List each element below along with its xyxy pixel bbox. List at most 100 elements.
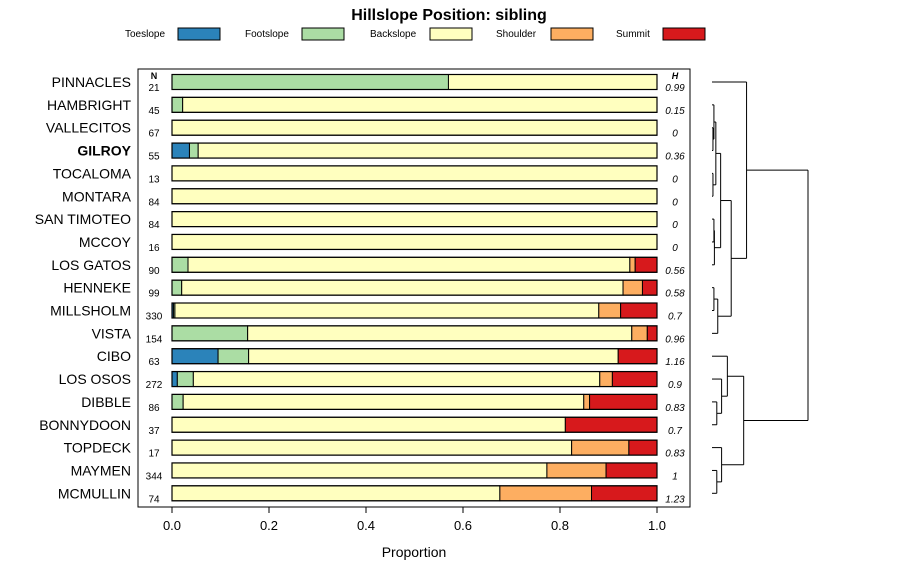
bar-row-san-timoteo <box>171 211 658 228</box>
bar-outline-millsholm <box>171 302 658 319</box>
bar-segment-dibble-summit <box>589 393 658 410</box>
bar-segment-los-gatos-shoulder <box>629 256 636 273</box>
bar-row-tocaloma <box>171 165 658 182</box>
bar-segment-cibo-summit <box>617 348 658 365</box>
bar-segment-dibble-backslope <box>182 393 585 410</box>
bar-segment-cibo-backslope <box>248 348 619 365</box>
x-tick-label-2: 0.4 <box>357 518 375 533</box>
x-tick-label-3: 0.6 <box>454 518 472 533</box>
bar-row-bonnydoon <box>171 416 658 433</box>
n-value-mccoy: 16 <box>148 243 160 254</box>
bar-row-mccoy <box>171 233 658 251</box>
n-header: N <box>151 71 158 81</box>
bar-segment-cibo-toeslope <box>171 348 219 365</box>
n-value-bonnydoon: 37 <box>148 426 160 437</box>
bar-segment-tocaloma-backslope <box>171 165 658 182</box>
bar-segment-mcmullin-shoulder <box>499 485 593 502</box>
h-value-san-timoteo: 0 <box>672 220 678 231</box>
row-label-los-osos: LOS OSOS <box>59 371 131 387</box>
bar-segment-mcmullin-backslope <box>171 485 501 502</box>
bar-outline-tocaloma <box>171 165 658 182</box>
x-tick-label-5: 1.0 <box>648 518 666 533</box>
bar-segment-montara-backslope <box>171 188 658 205</box>
bar-segment-topdeck-shoulder <box>571 439 630 456</box>
bar-segment-topdeck-summit <box>628 439 658 456</box>
x-tick-label-0: 0.0 <box>163 518 181 533</box>
h-value-pinnacles: 0.99 <box>665 83 685 94</box>
bar-row-hambright <box>171 96 658 113</box>
bar-row-los-osos <box>171 370 658 388</box>
plot-frame <box>137 68 691 508</box>
h-value-vista: 0.96 <box>665 334 685 345</box>
row-label-gilroy: GILROY <box>77 143 131 159</box>
bar-segment-gilroy-toeslope <box>171 142 190 159</box>
row-label-san-timoteo: SAN TIMOTEO <box>35 211 131 227</box>
legend-swatch-toeslope <box>177 27 221 41</box>
row-label-montara: MONTARA <box>62 188 132 204</box>
bar-outline-dibble <box>171 393 658 410</box>
row-label-hambright: HAMBRIGHT <box>47 97 131 113</box>
bar-outline-los-gatos <box>171 256 658 273</box>
n-value-mcmullin: 74 <box>148 494 160 505</box>
row-label-mcmullin: MCMULLIN <box>58 485 131 501</box>
bar-segment-vallecitos-backslope <box>171 119 658 136</box>
row-label-maymen: MAYMEN <box>71 462 131 478</box>
legend-swatch-summit <box>662 27 706 41</box>
row-label-henneke: HENNEKE <box>63 280 131 296</box>
bar-segment-mcmullin-summit <box>591 485 658 502</box>
h-value-bonnydoon: 0.7 <box>668 426 682 437</box>
legend-swatch-backslope <box>429 27 473 41</box>
bar-segment-vista-shoulder <box>631 325 648 342</box>
bar-outline-hambright <box>171 96 658 113</box>
bar-segment-los-gatos-backslope <box>187 256 631 273</box>
row-label-vista: VISTA <box>92 325 132 341</box>
n-value-montara: 84 <box>148 197 160 208</box>
h-value-vallecitos: 0 <box>672 129 678 140</box>
bar-segment-dibble-footslope <box>171 393 184 410</box>
bar-outline-maymen <box>171 462 658 479</box>
n-value-dibble: 86 <box>148 403 160 414</box>
h-value-millsholm: 0.7 <box>668 312 682 323</box>
bar-segment-bonnydoon-backslope <box>171 416 566 433</box>
legend: Toeslope Footslope Backslope Shoulder Summit <box>125 27 706 41</box>
bar-segment-los-osos-toeslope <box>171 371 178 388</box>
legend-label-shoulder: Shoulder <box>496 29 537 40</box>
bar-segment-hambright-backslope <box>182 96 658 113</box>
row-label-tocaloma: TOCALOMA <box>53 165 132 181</box>
h-value-hambright: 0.15 <box>665 106 685 117</box>
bar-row-millsholm <box>171 302 658 319</box>
h-value-henneke: 0.58 <box>665 289 685 300</box>
bar-segment-henneke-summit <box>641 279 658 296</box>
n-value-topdeck: 17 <box>148 449 160 460</box>
row-labels: PINNACLES HAMBRIGHT VALLECITOS GILROY TOCALO… <box>35 74 132 501</box>
legend-swatch-shoulder <box>550 27 594 41</box>
bar-row-vista <box>171 325 658 342</box>
n-value-pinnacles: 21 <box>148 83 160 94</box>
bar-segment-hambright-footslope <box>171 96 184 113</box>
bar-outline-topdeck <box>171 439 658 456</box>
row-label-dibble: DIBBLE <box>81 394 131 410</box>
bar-row-topdeck <box>171 439 658 456</box>
n-value-hambright: 45 <box>148 106 160 117</box>
bar-segment-los-gatos-footslope <box>171 256 189 273</box>
bar-row-gilroy <box>171 142 658 159</box>
bar-outline-gilroy <box>171 142 658 159</box>
bar-outline-mcmullin <box>171 485 658 502</box>
bar-row-mcmullin <box>171 485 658 502</box>
x-tick-label-4: 0.8 <box>551 518 569 533</box>
bar-outline-cibo <box>171 348 658 365</box>
n-value-san-timoteo: 84 <box>148 220 160 231</box>
bar-segment-pinnacles-backslope <box>447 74 658 90</box>
bar-outline-los-osos <box>171 370 658 388</box>
x-tick-label-1: 0.2 <box>260 518 278 533</box>
n-values: 21 45 67 55 13 84 84 16 90 99 330 154 63 272 86 37 17 344… <box>146 83 163 505</box>
legend-label-backslope: Backslope <box>370 29 417 40</box>
bar-row-montara <box>171 188 658 205</box>
h-value-montara: 0 <box>672 197 678 208</box>
bar-segment-millsholm-shoulder <box>598 302 622 319</box>
h-header: H <box>672 71 679 81</box>
x-axis-label: Proportion <box>382 544 447 560</box>
row-label-cibo: CIBO <box>97 348 131 364</box>
bar-segment-maymen-backslope <box>171 462 548 479</box>
